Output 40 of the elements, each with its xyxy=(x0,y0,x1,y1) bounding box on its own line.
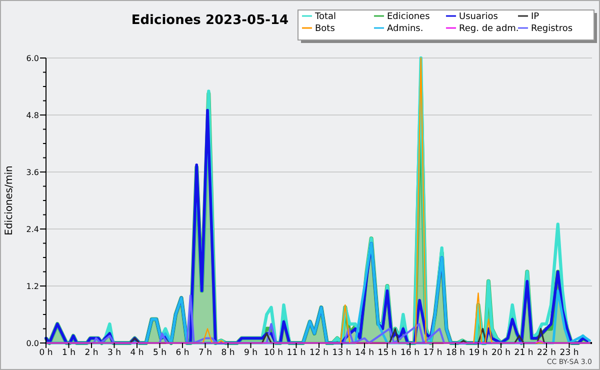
x-tick-label: 13 h xyxy=(332,348,352,358)
x-tick-label: 7 h xyxy=(198,348,212,358)
x-tick-label: 22 h xyxy=(537,348,556,358)
x-tick-label: 9 h xyxy=(244,348,258,358)
x-tick-label: 17 h xyxy=(423,348,442,358)
legend-label: Usuarios xyxy=(459,12,498,22)
x-tick-label: 1 h xyxy=(62,348,76,358)
legend-label: Reg. de adm. xyxy=(459,24,519,34)
x-tick-label: 18 h xyxy=(446,348,465,358)
x-tick-label: 23 h xyxy=(560,348,579,358)
x-tick-label: 19 h xyxy=(468,348,488,358)
x-tick-label: 20 h xyxy=(492,348,510,358)
x-tick-label: 10 h xyxy=(264,348,283,358)
x-tick-label: 12 h xyxy=(310,348,328,358)
y-axis-title: Ediciones/min xyxy=(4,166,15,236)
legend-label: Admins. xyxy=(387,24,424,34)
y-tick-label: 1.2 xyxy=(26,282,39,291)
legend-label: Total xyxy=(314,12,336,22)
legend-label: Ediciones xyxy=(387,12,430,22)
x-tick-label: 6 h xyxy=(176,348,190,358)
x-tick-label: 14 h xyxy=(355,348,374,358)
x-tick-label: 2 h xyxy=(84,348,98,358)
x-tick-label: 8 h xyxy=(221,348,235,358)
x-tick-label: 0 h xyxy=(39,348,53,358)
x-tick-label: 5 h xyxy=(153,348,166,358)
legend-label: Registros xyxy=(531,24,573,34)
y-tick-label: 4.8 xyxy=(26,111,39,120)
x-tick-label: 16 h xyxy=(400,348,420,358)
legend-label: IP xyxy=(531,12,540,22)
x-tick-label: 15 h xyxy=(378,348,397,358)
legend-label: Bots xyxy=(315,24,336,34)
x-tick-label: 11 h xyxy=(286,348,306,358)
x-tick-label: 21 h xyxy=(514,348,534,358)
x-tick-label: 4 h xyxy=(130,348,144,358)
y-tick-label: 3.6 xyxy=(26,168,39,177)
y-tick-label: 0.0 xyxy=(26,339,39,348)
x-tick-label: 3 h xyxy=(108,348,121,358)
y-tick-label: 2.4 xyxy=(26,225,39,234)
y-tick-label: 6.0 xyxy=(26,54,39,63)
chart-title: Ediciones 2023-05-14 xyxy=(131,13,289,28)
